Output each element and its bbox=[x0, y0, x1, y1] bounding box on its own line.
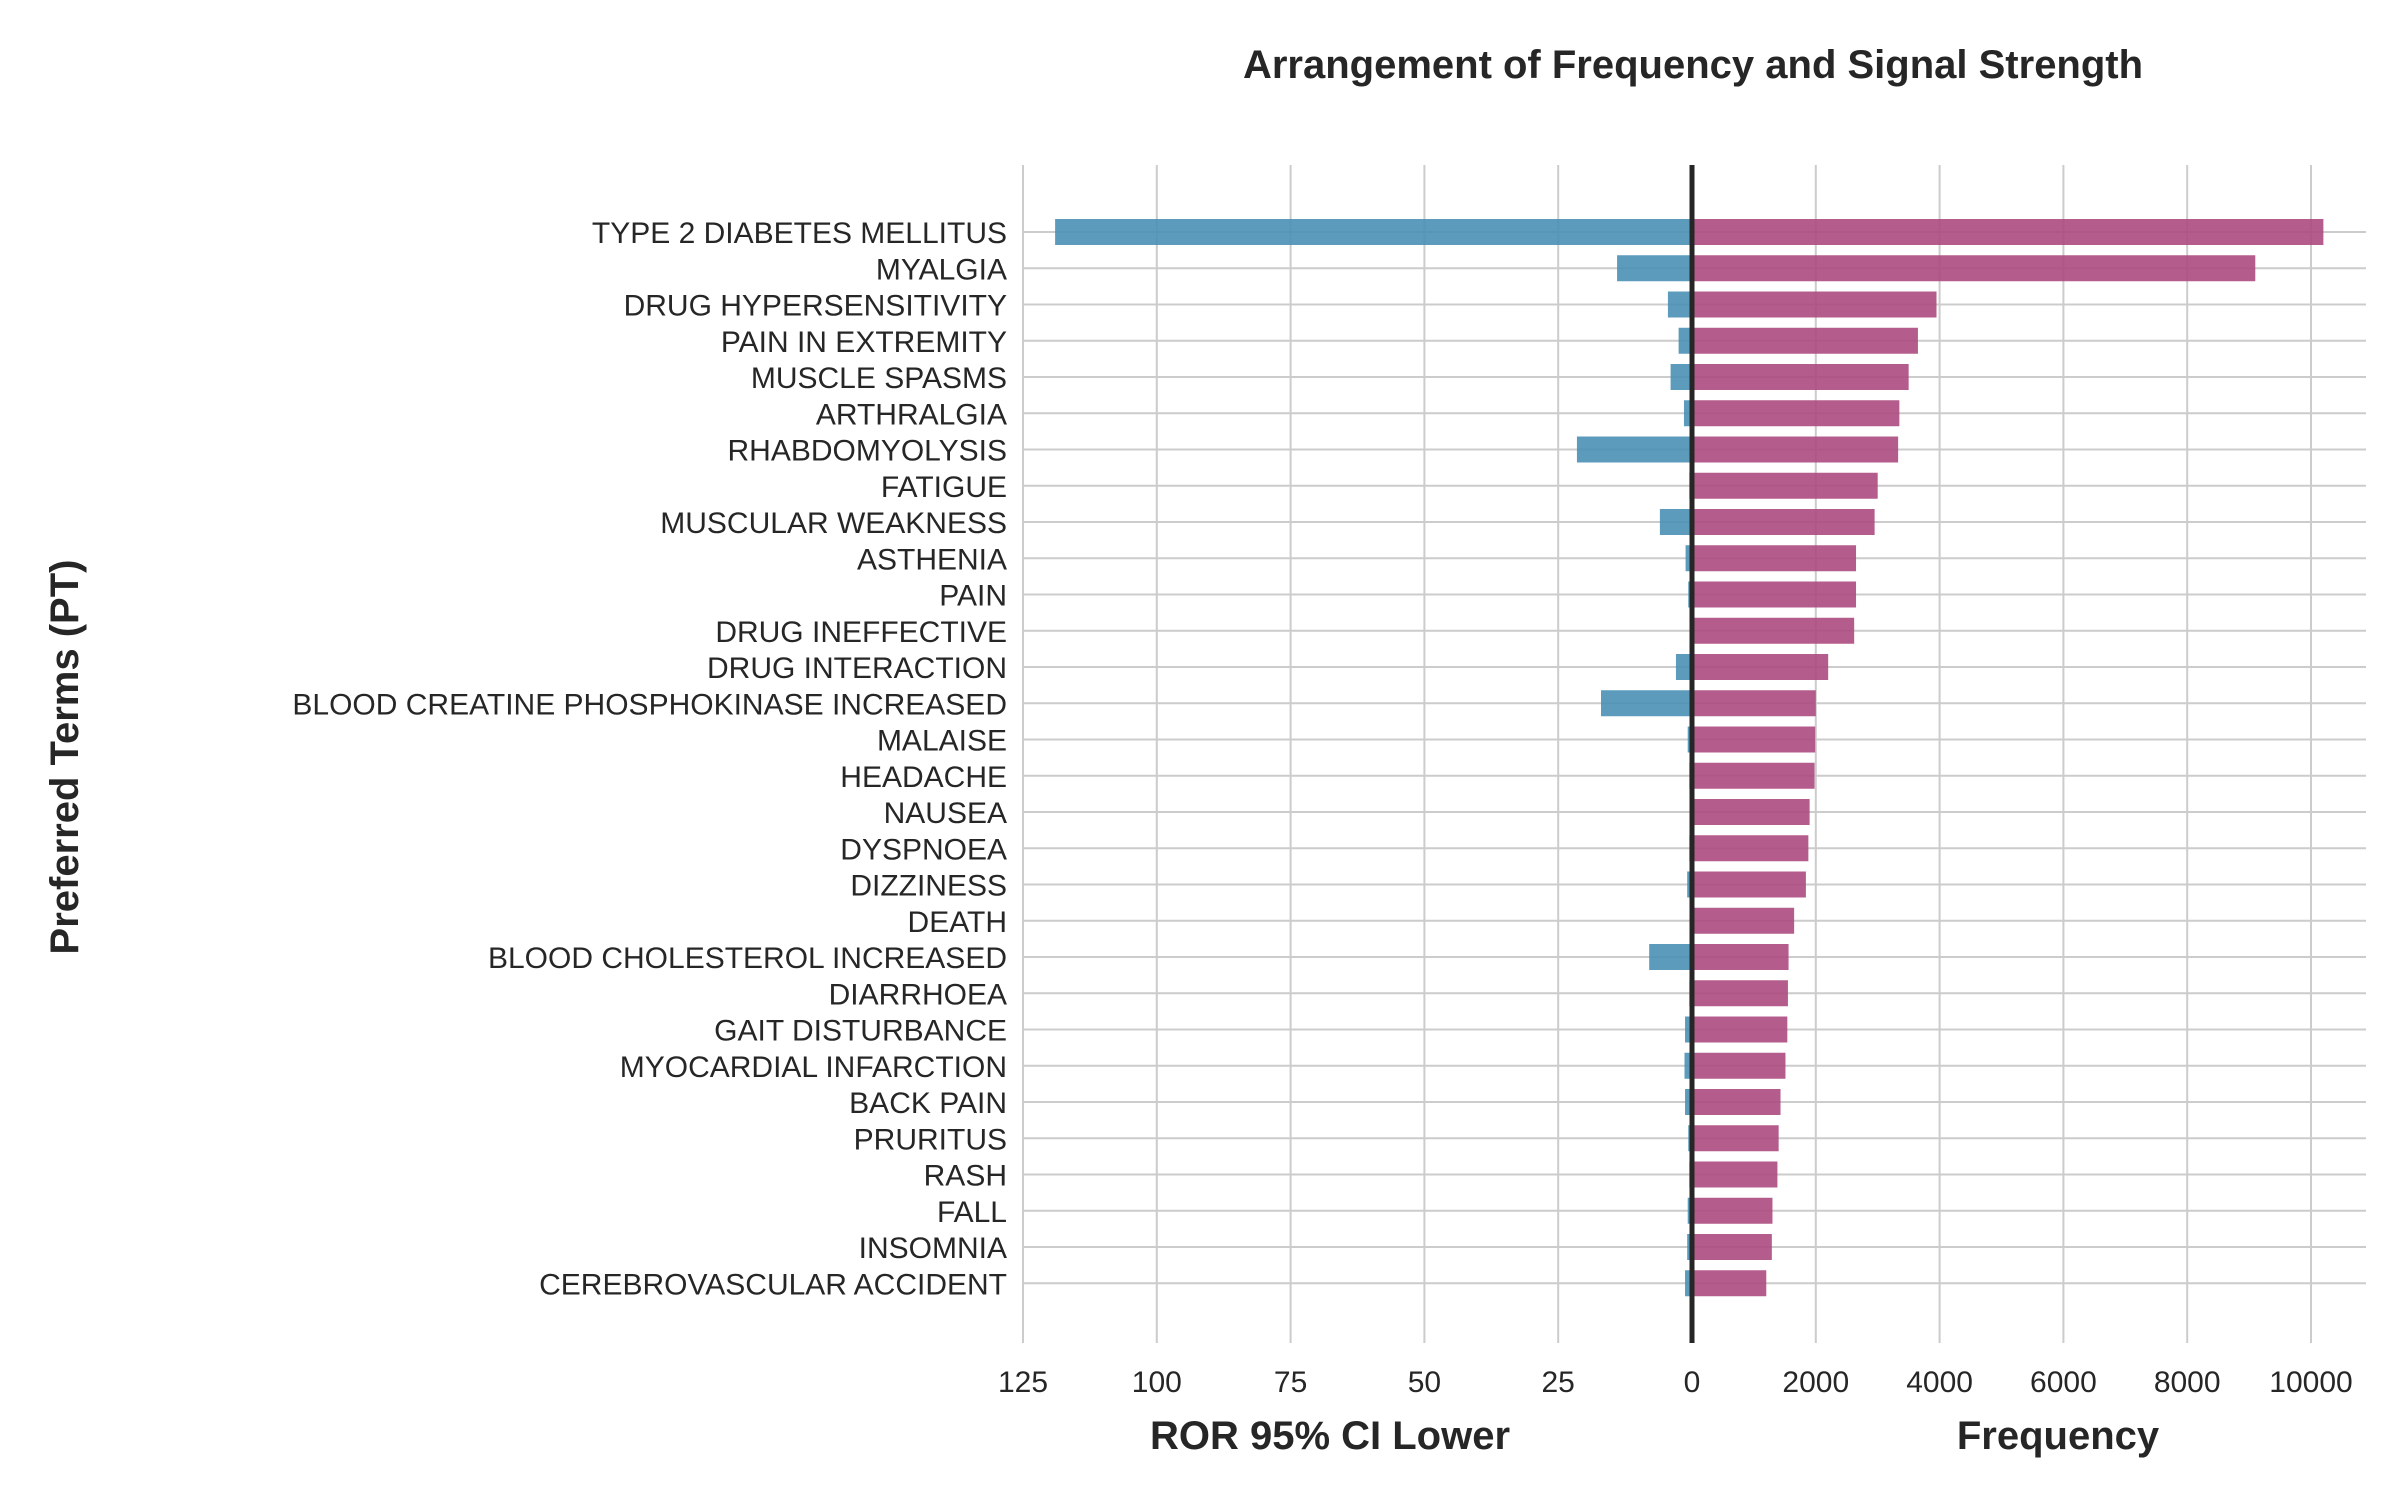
y-tick-label: MYOCARDIAL INFARCTION bbox=[620, 1051, 1007, 1084]
x-axis-label-ror: ROR 95% CI Lower bbox=[1150, 1414, 1510, 1458]
bar-ror bbox=[1675, 654, 1692, 680]
bar-ror bbox=[1601, 690, 1692, 717]
bar-frequency bbox=[1692, 327, 1918, 354]
bar-frequency bbox=[1692, 545, 1857, 572]
bar-frequency bbox=[1692, 980, 1788, 1007]
y-tick-label: MUSCLE SPASMS bbox=[751, 362, 1007, 395]
bar-frequency bbox=[1692, 472, 1878, 499]
y-tick-label: NAUSEA bbox=[884, 797, 1007, 830]
bars-layer bbox=[1055, 219, 2324, 1297]
x-tick-label-ror: 25 bbox=[1542, 1366, 1575, 1399]
y-tick-label: FATIGUE bbox=[881, 471, 1007, 504]
y-tick-label: PRURITUS bbox=[854, 1123, 1007, 1156]
y-tick-label: BACK PAIN bbox=[849, 1087, 1007, 1120]
y-tick-label: MYALGIA bbox=[876, 253, 1007, 286]
bar-frequency bbox=[1692, 581, 1857, 608]
bar-frequency bbox=[1692, 255, 2256, 282]
y-axis-label: Preferred Terms (PT) bbox=[43, 560, 87, 955]
bar-ror bbox=[1683, 400, 1692, 427]
y-tick-label: MALAISE bbox=[877, 725, 1007, 758]
tick-labels: 125 100 75 50 25 0 2000 4000 6000 8000 10000 bbox=[998, 1366, 2353, 1399]
bar-ror bbox=[1685, 1089, 1692, 1115]
x-tick-label-ror: 125 bbox=[998, 1366, 1048, 1399]
bar-ror bbox=[1667, 291, 1692, 318]
y-tick-label: FALL bbox=[937, 1196, 1007, 1229]
bar-ror bbox=[1678, 327, 1692, 354]
y-tick-label: DIZZINESS bbox=[850, 870, 1007, 903]
y-tick-label: CEREBROVASCULAR ACCIDENT bbox=[539, 1268, 1007, 1301]
bar-frequency bbox=[1692, 400, 1900, 427]
bar-frequency bbox=[1692, 690, 1816, 717]
chart-title: Arrangement of Frequency and Signal Stre… bbox=[1243, 43, 2143, 87]
y-tick-label: DRUG HYPERSENSITIVITY bbox=[624, 290, 1007, 323]
bar-ror bbox=[1649, 944, 1692, 970]
bar-frequency bbox=[1692, 291, 1937, 318]
x-tick-label-frequency: 10000 bbox=[2269, 1366, 2352, 1399]
x-tick-label-ror: 0 bbox=[1684, 1366, 1701, 1399]
x-tick-label-ror: 50 bbox=[1408, 1366, 1441, 1399]
bar-ror bbox=[1685, 545, 1692, 572]
bar-ror bbox=[1659, 509, 1692, 535]
bar-frequency bbox=[1692, 762, 1815, 789]
bar-frequency bbox=[1692, 1016, 1788, 1043]
x-tick-label-frequency: 2000 bbox=[1782, 1366, 1849, 1399]
y-tick-label: HEADACHE bbox=[840, 761, 1007, 794]
bar-ror bbox=[1670, 364, 1692, 390]
x-tick-label-frequency: 8000 bbox=[2154, 1366, 2221, 1399]
y-tick-label: ARTHRALGIA bbox=[816, 398, 1007, 431]
x-tick-label-ror: 75 bbox=[1274, 1366, 1307, 1399]
bar-frequency bbox=[1692, 1270, 1767, 1297]
bar-ror bbox=[1685, 1016, 1692, 1043]
bar-frequency bbox=[1692, 907, 1795, 934]
y-tick-label: DIARRHOEA bbox=[829, 978, 1007, 1011]
y-tick-label: BLOOD CREATINE PHOSPHOKINASE INCREASED bbox=[292, 688, 1007, 721]
bar-ror bbox=[1685, 1270, 1692, 1297]
bar-frequency bbox=[1692, 799, 1810, 825]
x-tick-label-frequency: 4000 bbox=[1906, 1366, 1973, 1399]
bar-frequency bbox=[1692, 1197, 1773, 1224]
y-tick-label: TYPE 2 DIABETES MELLITUS bbox=[592, 217, 1007, 250]
y-tick-label: DRUG INTERACTION bbox=[707, 652, 1007, 685]
x-tick-label-frequency: 6000 bbox=[2030, 1366, 2097, 1399]
bar-ror bbox=[1684, 1052, 1692, 1079]
y-tick-label: INSOMNIA bbox=[859, 1232, 1007, 1265]
x-tick-label-ror: 100 bbox=[1132, 1366, 1182, 1399]
y-tick-label: GAIT DISTURBANCE bbox=[714, 1015, 1007, 1048]
bar-frequency bbox=[1692, 1125, 1779, 1152]
bar-frequency bbox=[1692, 1161, 1778, 1188]
bar-frequency bbox=[1692, 219, 2324, 245]
y-tick-label: PAIN bbox=[939, 580, 1007, 613]
y-tick-label: BLOOD CHOLESTEROL INCREASED bbox=[488, 942, 1007, 975]
bar-frequency bbox=[1692, 509, 1875, 535]
bar-frequency bbox=[1692, 835, 1809, 862]
bar-frequency bbox=[1692, 1052, 1786, 1079]
bar-frequency bbox=[1692, 617, 1855, 644]
bar-frequency bbox=[1692, 1234, 1772, 1260]
y-tick-label: DEATH bbox=[908, 906, 1007, 939]
y-tick-label: RHABDOMYOLYSIS bbox=[727, 435, 1007, 468]
bar-frequency bbox=[1692, 871, 1806, 898]
bar-ror bbox=[1576, 436, 1692, 463]
y-tick-label: DRUG INEFFECTIVE bbox=[715, 616, 1007, 649]
bar-frequency bbox=[1692, 364, 1909, 390]
y-tick-label: DYSPNOEA bbox=[840, 833, 1007, 866]
x-axis-label-frequency: Frequency bbox=[1957, 1414, 2160, 1458]
bar-ror bbox=[1617, 255, 1692, 282]
bar-frequency bbox=[1692, 726, 1816, 753]
y-tick-label: PAIN IN EXTREMITY bbox=[721, 326, 1007, 359]
bar-ror bbox=[1055, 219, 1692, 245]
bar-frequency bbox=[1692, 944, 1789, 970]
y-tick-label: RASH bbox=[924, 1160, 1007, 1193]
bar-frequency bbox=[1692, 654, 1829, 680]
bar-frequency bbox=[1692, 1089, 1781, 1115]
y-tick-label: ASTHENIA bbox=[857, 543, 1007, 576]
y-tick-label: MUSCULAR WEAKNESS bbox=[660, 507, 1007, 540]
bar-frequency bbox=[1692, 436, 1899, 463]
